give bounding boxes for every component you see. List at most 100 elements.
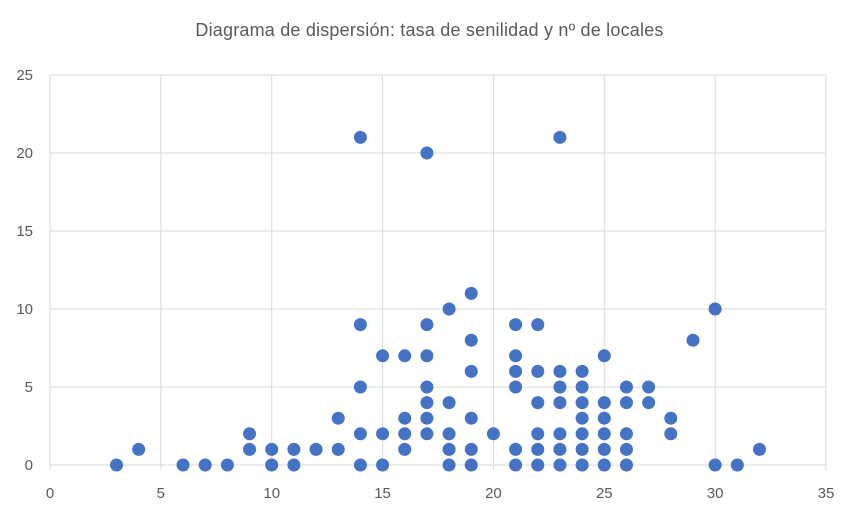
data-point — [531, 318, 545, 332]
data-point — [198, 458, 212, 472]
data-point — [664, 427, 678, 441]
data-point — [265, 442, 279, 456]
data-point — [575, 458, 589, 472]
data-point — [686, 333, 700, 347]
data-point — [464, 333, 478, 347]
data-point — [420, 349, 434, 363]
data-point — [575, 411, 589, 425]
data-point — [509, 380, 523, 394]
y-tick-label: 5 — [25, 379, 33, 396]
data-point — [486, 427, 500, 441]
data-point — [353, 380, 367, 394]
data-point — [619, 442, 633, 456]
data-point — [531, 442, 545, 456]
data-point — [553, 458, 567, 472]
data-point — [442, 302, 456, 316]
x-tick-label: 25 — [596, 485, 613, 502]
data-point — [619, 380, 633, 394]
data-point — [553, 427, 567, 441]
data-point — [420, 396, 434, 410]
data-point — [331, 442, 345, 456]
x-tick-label: 30 — [707, 485, 724, 502]
data-point — [597, 442, 611, 456]
data-point — [420, 146, 434, 160]
data-point — [420, 318, 434, 332]
x-tick-labels: 0 5 10 15 20 25 30 35 — [46, 485, 835, 502]
data-point — [442, 442, 456, 456]
y-tick-label: 25 — [16, 67, 33, 84]
data-point — [575, 427, 589, 441]
data-point — [243, 442, 257, 456]
data-point — [730, 458, 744, 472]
data-points — [110, 130, 766, 472]
data-point — [376, 349, 390, 363]
data-point — [464, 442, 478, 456]
data-point — [509, 458, 523, 472]
y-tick-label: 0 — [25, 457, 33, 474]
data-point — [442, 458, 456, 472]
data-point — [575, 380, 589, 394]
x-tick-label: 15 — [374, 485, 391, 502]
data-point — [398, 442, 412, 456]
data-point — [287, 442, 301, 456]
grid-lines — [49, 74, 827, 465]
data-point — [752, 442, 766, 456]
data-point — [398, 349, 412, 363]
data-point — [376, 458, 390, 472]
data-point — [420, 427, 434, 441]
data-point — [442, 396, 456, 410]
x-tick-label: 0 — [46, 485, 54, 502]
data-point — [531, 458, 545, 472]
data-point — [420, 411, 434, 425]
data-point — [575, 364, 589, 378]
data-point — [353, 130, 367, 144]
data-point — [597, 458, 611, 472]
data-point — [243, 427, 257, 441]
data-point — [309, 442, 323, 456]
data-point — [398, 411, 412, 425]
x-tick-label: 20 — [485, 485, 502, 502]
data-point — [531, 364, 545, 378]
x-tick-label: 35 — [818, 485, 835, 502]
data-point — [464, 411, 478, 425]
data-point — [553, 396, 567, 410]
y-tick-labels: 0 5 10 15 20 25 — [16, 67, 33, 474]
chart-title: Diagrama de dispersión: tasa de senilida… — [195, 20, 664, 40]
data-point — [642, 380, 656, 394]
data-point — [553, 364, 567, 378]
data-point — [420, 380, 434, 394]
data-point — [265, 458, 279, 472]
data-point — [110, 458, 124, 472]
data-point — [708, 302, 722, 316]
y-tick-label: 15 — [16, 223, 33, 240]
data-point — [553, 380, 567, 394]
x-tick-label: 5 — [157, 485, 165, 502]
data-point — [575, 442, 589, 456]
data-point — [553, 130, 567, 144]
data-point — [597, 411, 611, 425]
data-point — [132, 442, 146, 456]
data-point — [664, 411, 678, 425]
data-point — [619, 458, 633, 472]
data-point — [353, 458, 367, 472]
data-point — [553, 442, 567, 456]
data-point — [376, 427, 390, 441]
y-tick-label: 20 — [16, 145, 33, 162]
data-point — [464, 458, 478, 472]
data-point — [442, 427, 456, 441]
data-point — [597, 349, 611, 363]
data-point — [708, 458, 722, 472]
data-point — [619, 396, 633, 410]
data-point — [619, 427, 633, 441]
data-point — [331, 411, 345, 425]
data-point — [597, 427, 611, 441]
data-point — [287, 458, 301, 472]
data-point — [509, 364, 523, 378]
data-point — [531, 427, 545, 441]
data-point — [531, 396, 545, 410]
data-point — [509, 349, 523, 363]
data-point — [220, 458, 234, 472]
x-tick-label: 10 — [263, 485, 280, 502]
